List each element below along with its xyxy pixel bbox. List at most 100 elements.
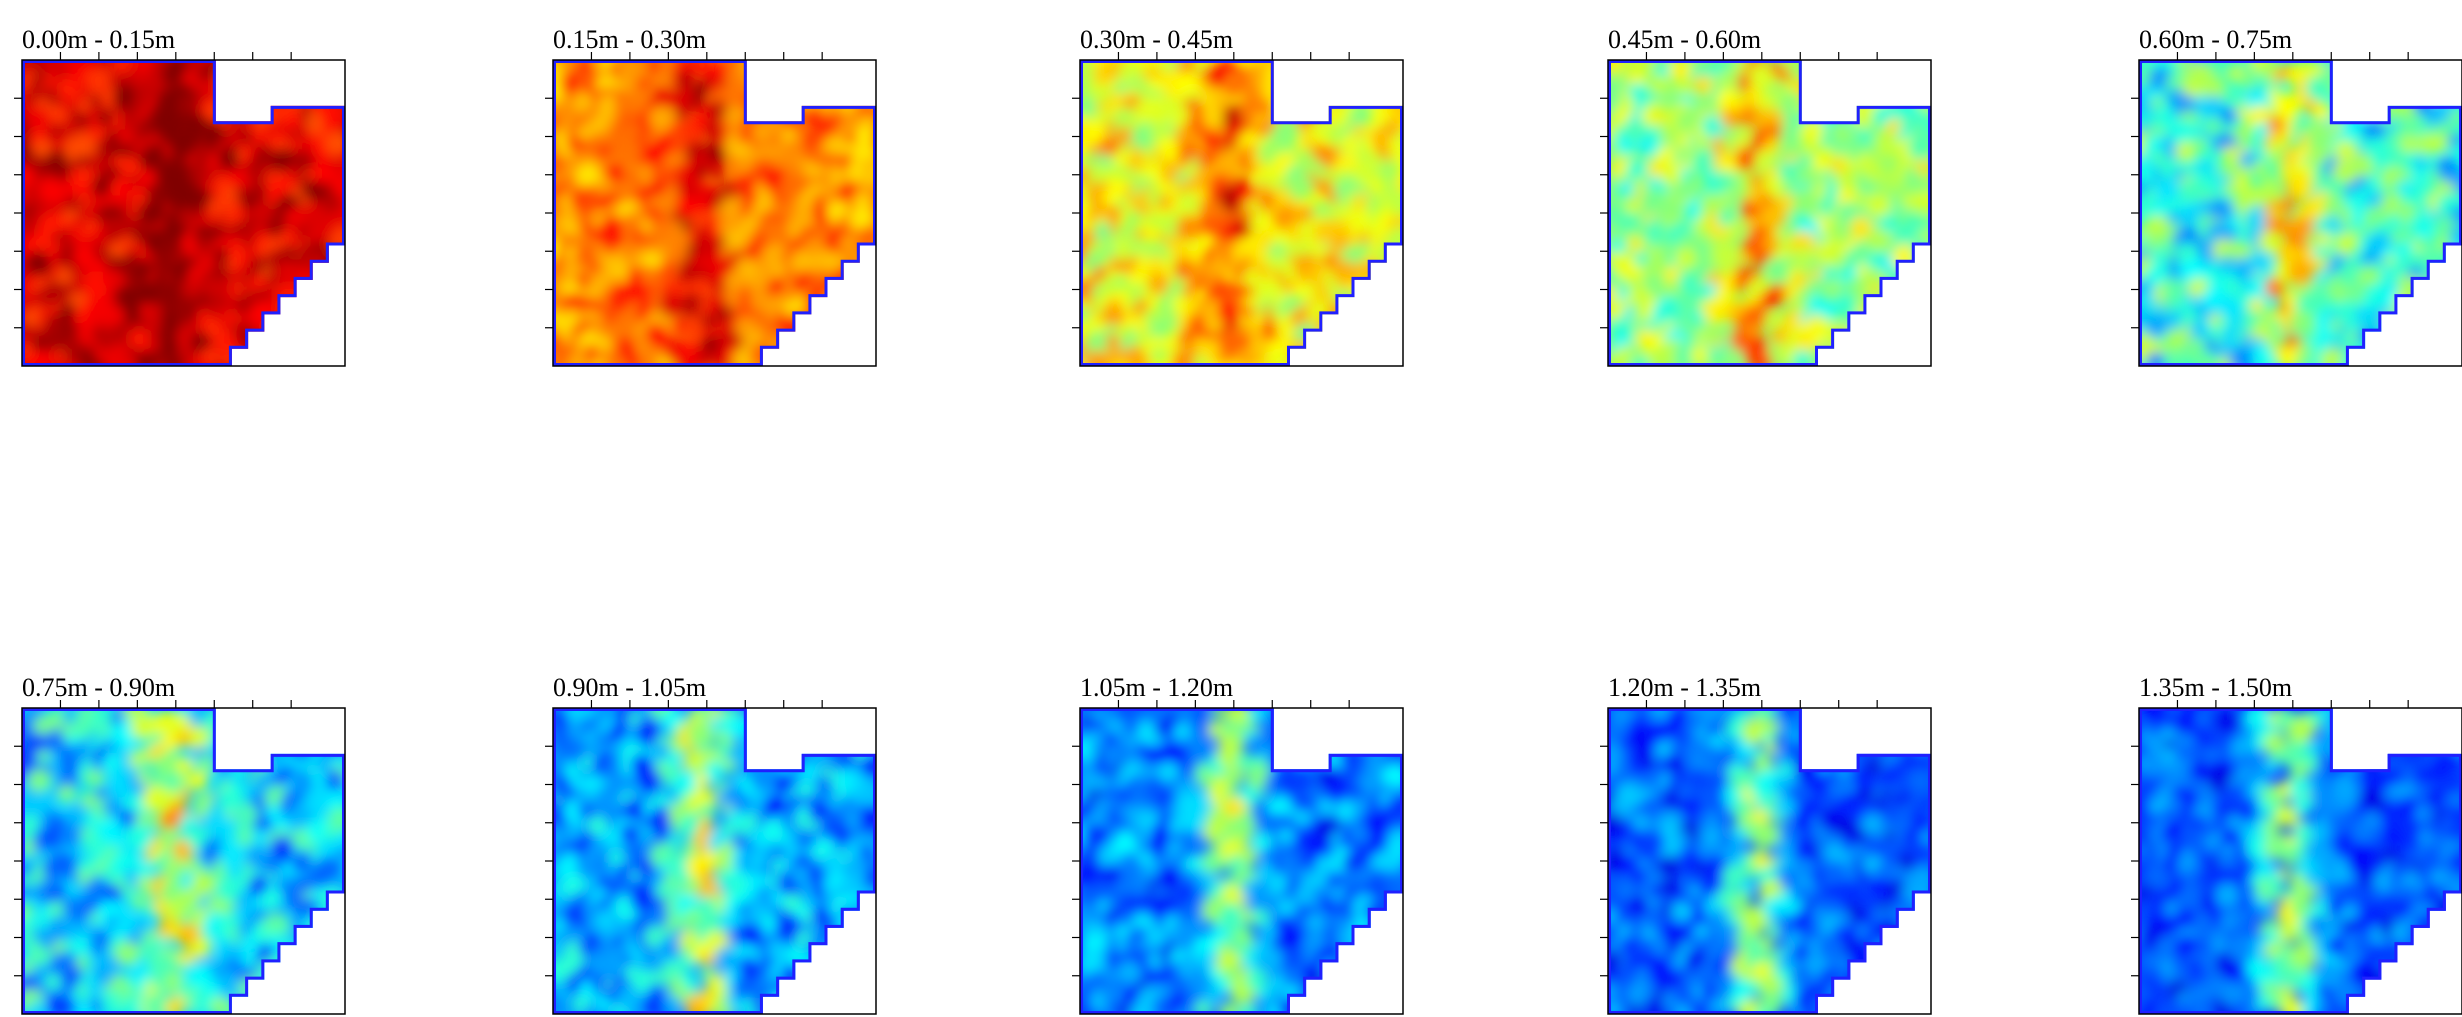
heatmap-blob — [1723, 348, 1736, 361]
heatmap-blob — [1895, 729, 1912, 746]
heatmap-blob — [1872, 771, 1887, 786]
heatmap-blob — [1307, 338, 1328, 359]
heatmap-blob — [782, 717, 797, 732]
heatmap-blob — [1880, 731, 1898, 749]
heatmap-blob — [765, 731, 782, 748]
heatmap-blob — [840, 51, 859, 70]
heatmap-blob — [147, 332, 162, 347]
heatmap-blob — [854, 290, 874, 310]
heatmap-blob — [132, 97, 148, 113]
heatmap-blob — [2398, 49, 2424, 75]
heatmap-blob — [1823, 330, 1850, 357]
heatmap-blob — [1240, 848, 1257, 865]
heatmap-blob — [1369, 345, 1382, 358]
heatmap-blob — [2378, 707, 2404, 733]
heatmap-blob — [248, 716, 271, 739]
heatmap-blob — [647, 282, 660, 295]
heatmap-blob — [1837, 912, 1851, 926]
heatmap-blob — [1119, 852, 1139, 872]
heatmap-blob — [1369, 732, 1391, 754]
heatmap-blob — [273, 944, 298, 969]
heatmap-blob — [1235, 928, 1254, 947]
heatmap-blob — [308, 282, 322, 296]
heatmap-blob — [1279, 830, 1292, 843]
heatmap-blob — [315, 340, 335, 360]
heatmap-blob — [785, 708, 802, 725]
heatmap-blob — [1204, 987, 1223, 1006]
heatmap-blob — [1217, 300, 1238, 321]
heatmap-blob — [2420, 334, 2444, 358]
heatmap-blob — [112, 53, 133, 74]
heatmap-blob — [2185, 349, 2198, 362]
heatmap-blob — [2147, 966, 2164, 983]
heatmap-blob — [2165, 703, 2181, 719]
heatmap-blob — [1656, 62, 1671, 77]
heatmap-blob — [864, 313, 884, 333]
heatmap-blob — [1822, 968, 1838, 984]
heatmap-blob — [1864, 56, 1878, 70]
heatmap-blob — [679, 74, 691, 86]
heatmap-blob — [795, 318, 817, 340]
heatmap-blob — [1893, 717, 1905, 729]
heatmap-blob — [1374, 971, 1387, 984]
heatmap-blob — [764, 87, 780, 103]
heatmap-blob — [63, 209, 78, 224]
heatmap-blob — [1918, 336, 1942, 360]
heatmap-blob — [1330, 962, 1352, 984]
heatmap-blob — [1835, 743, 1848, 756]
heatmap-blob — [859, 161, 886, 188]
heatmap-blob — [1147, 273, 1169, 295]
heatmap-blob — [178, 350, 192, 364]
heatmap-blobs — [12, 46, 357, 378]
panel-title: 0.45m - 0.60m — [1608, 25, 1761, 54]
heatmap-blob — [803, 345, 827, 369]
heatmap-blob — [301, 350, 316, 365]
heatmap-blob — [1810, 698, 1838, 726]
heatmap-blob — [804, 991, 823, 1010]
heatmap-blob — [1675, 248, 1696, 269]
heatmap-blob — [1840, 76, 1860, 96]
heatmap-blob — [1856, 344, 1876, 364]
heatmap-blob — [328, 807, 354, 833]
heatmap-blob — [1836, 707, 1849, 720]
heatmap-blob — [1826, 226, 1841, 241]
heatmap-blob — [600, 928, 613, 941]
heatmap-blob — [2203, 735, 2215, 747]
heatmap-blob — [565, 763, 580, 778]
heatmap-blob — [88, 770, 105, 787]
heatmap-blob — [331, 962, 349, 980]
heatmap-blob — [48, 886, 65, 903]
heatmap-blob — [325, 770, 345, 790]
heatmap-blob — [836, 978, 850, 992]
heatmap-blob — [693, 82, 708, 97]
heatmap-blob — [1793, 52, 1819, 78]
heatmap-blob — [839, 940, 855, 956]
heatmap-blob — [2367, 791, 2383, 807]
heatmap-blob — [835, 966, 858, 989]
heatmap-blob — [1145, 162, 1164, 181]
heatmap-blob — [330, 977, 345, 992]
heatmap-blob — [2268, 319, 2283, 334]
heatmap-blob — [2363, 81, 2378, 96]
heatmap-blob — [1361, 344, 1384, 367]
heatmap-blob — [813, 705, 839, 731]
heatmap-blob — [2294, 762, 2309, 777]
heatmap-blob — [1898, 291, 1923, 316]
heatmap-blob — [2237, 70, 2256, 89]
heatmap-blob — [218, 76, 242, 100]
heatmap-blob — [1720, 70, 1741, 91]
heatmap-blob — [1305, 698, 1332, 725]
heatmap-blob — [845, 292, 857, 304]
heatmap-blob — [2210, 61, 2224, 75]
heatmap-blob — [1905, 926, 1927, 948]
heatmap-blob — [2412, 844, 2428, 860]
heatmap-blob — [1327, 730, 1339, 742]
heatmap-blob — [2435, 72, 2462, 99]
heatmap-blob — [253, 699, 274, 720]
heatmap-blob — [1897, 315, 1914, 332]
heatmap-blob — [1157, 865, 1180, 888]
heatmap-blob — [2450, 342, 2462, 359]
heatmap-blob — [1301, 78, 1317, 94]
heatmap-blob — [283, 1005, 295, 1017]
heatmap-blob — [823, 956, 841, 974]
